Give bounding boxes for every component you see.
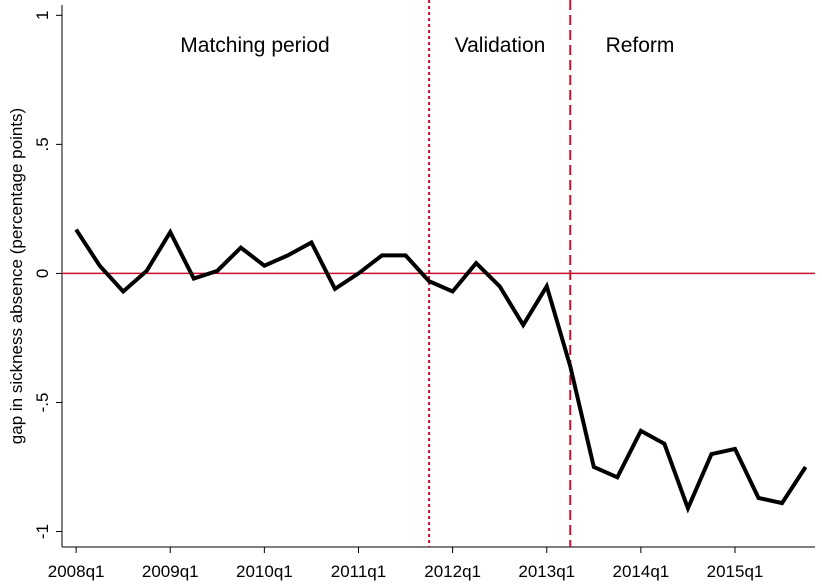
x-tick-label: 2008q1	[48, 562, 105, 581]
x-tick-label: 2011q1	[331, 562, 386, 581]
x-tick-label: 2013q1	[518, 562, 575, 581]
y-tick-label: .5	[33, 137, 52, 151]
y-tick-label: 1	[33, 11, 52, 20]
x-tick-label: 2014q1	[613, 562, 670, 581]
period-label: Matching period	[180, 34, 329, 57]
x-tick-label: 2015q1	[707, 562, 764, 581]
x-tick-label: 2009q1	[142, 562, 199, 581]
x-tick-label: 2010q1	[236, 562, 293, 581]
y-tick-label: 0	[33, 269, 52, 278]
y-tick-label: -1	[33, 524, 52, 539]
y-axis-label: gap in sickness absence (percentage poin…	[7, 108, 26, 444]
period-label: Validation	[455, 34, 546, 57]
y-tick-label: -.5	[33, 393, 52, 413]
x-tick-label: 2012q1	[424, 562, 481, 581]
period-label: Reform	[606, 34, 675, 57]
data-line	[74, 228, 808, 514]
